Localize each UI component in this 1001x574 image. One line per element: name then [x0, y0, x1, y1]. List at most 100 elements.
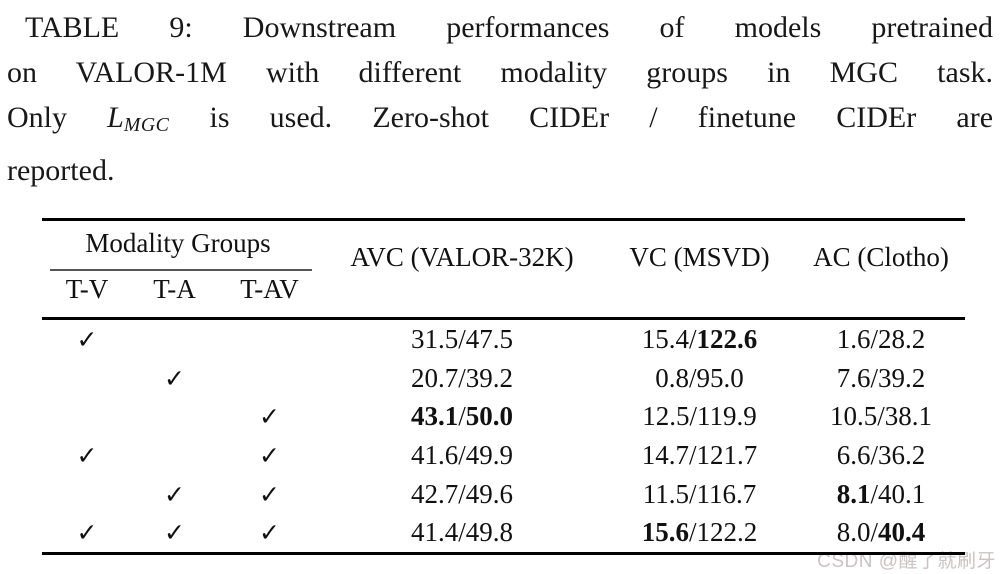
- zeroshot-cider-value: 20.7: [410, 362, 459, 393]
- math-base: L: [107, 101, 124, 134]
- checkmark-icon: ✓: [164, 363, 185, 393]
- finetune-cider-value: 50.0: [465, 401, 513, 432]
- finetune-cider-value: 49.8: [465, 517, 513, 548]
- modality-subheader-row: T-V T-A T-AV: [42, 274, 322, 305]
- finetune-cider-value: 116.7: [696, 478, 757, 509]
- zeroshot-cider-value: 11.5: [642, 478, 689, 509]
- math-loss-symbol: LMGC: [107, 101, 169, 136]
- value-separator: /: [688, 478, 697, 509]
- checkmark-icon: ✓: [164, 479, 185, 509]
- csdn-watermark: CSDN @醒了就刷牙: [817, 551, 996, 572]
- modality-groups-header: Modality Groups: [85, 228, 271, 258]
- finetune-cider-value: 122.6: [696, 323, 758, 354]
- value-separator: /: [688, 517, 697, 548]
- caption-line-3: Only LMGC is used. Zero-shot CIDEr / fin…: [7, 95, 993, 148]
- zeroshot-cider-value: 7.6: [836, 362, 871, 393]
- value-separator: /: [870, 323, 878, 354]
- metric-cell: 11.5/116.7: [602, 479, 797, 510]
- checkmark-icon: ✓: [76, 518, 98, 548]
- table-row: ✓ ✓ 42.7/49.6 11.5/116.7 8.1/40.1: [42, 475, 965, 514]
- finetune-cider-value: 119.9: [697, 401, 757, 432]
- metric-cell: 41.6/49.9: [322, 440, 602, 471]
- table-mid-rule: [42, 317, 965, 320]
- metric-cell: 15.4/122.6: [602, 324, 797, 355]
- caption-text: TABLE 9: Downstream performances of mode…: [25, 11, 993, 44]
- modality-check-cell: ✓: [42, 324, 132, 355]
- modality-check-cell: ✓: [217, 401, 322, 432]
- table-body: ✓ 31.5/47.5 15.4/122.6 1.6/28.2 ✓ 20.7/39.2 0.…: [42, 320, 965, 552]
- zeroshot-cider-value: 8.0: [836, 517, 871, 548]
- table-row: ✓ ✓ 41.6/49.9 14.7/121.7 6.6/36.2: [42, 436, 965, 475]
- finetune-cider-value: 47.5: [465, 323, 513, 354]
- zeroshot-cider-value: 42.7: [410, 478, 459, 509]
- table-header: Modality Groups T-V T-A T-AV AVC (VALOR-…: [42, 221, 965, 317]
- column-header-ta: T-A: [153, 274, 196, 304]
- value-separator: /: [688, 439, 697, 470]
- modality-check-cell: ✓: [42, 517, 132, 548]
- metric-cell: 8.0/40.4: [797, 517, 965, 548]
- table-caption: TABLE 9: Downstream performances of mode…: [7, 5, 993, 193]
- zeroshot-cider-value: 6.6: [836, 439, 871, 470]
- zeroshot-cider-value: 43.1: [410, 401, 459, 432]
- value-separator: /: [688, 362, 697, 393]
- modality-groups-underline: [50, 269, 312, 271]
- zeroshot-cider-value: 14.7: [641, 439, 689, 470]
- zeroshot-cider-value: 31.5: [410, 323, 459, 354]
- metric-header-row: AVC (VALOR-32K) VC (MSVD) AC (Clotho): [322, 242, 965, 273]
- zeroshot-cider-value: 1.6: [836, 323, 871, 354]
- checkmark-icon: ✓: [259, 518, 280, 548]
- metric-cell: 43.1/50.0: [322, 401, 602, 432]
- finetune-cider-value: 39.2: [465, 362, 513, 393]
- metric-cell: 20.7/39.2: [322, 363, 602, 394]
- finetune-cider-value: 28.2: [878, 323, 926, 354]
- table-row: ✓ 31.5/47.5 15.4/122.6 1.6/28.2: [42, 320, 965, 359]
- finetune-cider-value: 40.1: [878, 478, 926, 509]
- modality-check-cell: ✓: [42, 440, 132, 471]
- modality-check-cell: ✓: [132, 363, 217, 394]
- zeroshot-cider-value: 41.6: [410, 439, 459, 470]
- metric-cell: 0.8/95.0: [602, 363, 797, 394]
- column-header-tv: T-V: [65, 274, 109, 304]
- metric-cell: 15.6/122.2: [602, 517, 797, 548]
- zeroshot-cider-value: 0.8: [655, 362, 689, 393]
- value-separator: /: [458, 439, 466, 470]
- modality-check-cell: ✓: [217, 479, 322, 510]
- value-separator: /: [870, 517, 878, 548]
- finetune-cider-value: 122.2: [696, 517, 758, 548]
- metric-cell: 10.5/38.1: [797, 401, 965, 432]
- metric-cell: 41.4/49.8: [322, 517, 602, 548]
- value-separator: /: [688, 323, 697, 354]
- zeroshot-cider-value: 8.1: [836, 478, 871, 509]
- finetune-cider-value: 49.9: [465, 439, 513, 470]
- column-header-vc: VC (MSVD): [629, 242, 770, 272]
- results-table: Modality Groups T-V T-A T-AV AVC (VALOR-…: [42, 218, 965, 555]
- value-separator: /: [458, 323, 466, 354]
- zeroshot-cider-value: 41.4: [410, 517, 459, 548]
- value-separator: /: [458, 478, 466, 509]
- value-separator: /: [870, 439, 878, 470]
- caption-text: Only: [7, 101, 67, 134]
- caption-text: reported.: [7, 154, 115, 187]
- finetune-cider-value: 38.1: [884, 401, 932, 432]
- value-separator: /: [458, 517, 466, 548]
- value-separator: /: [870, 362, 878, 393]
- zeroshot-cider-value: 10.5: [829, 401, 878, 432]
- metric-cell: 31.5/47.5: [322, 324, 602, 355]
- value-separator: /: [458, 401, 466, 432]
- caption-line-2: on VALOR-1M with different modality grou…: [7, 50, 993, 95]
- finetune-cider-value: 39.2: [878, 362, 926, 393]
- checkmark-icon: ✓: [259, 402, 280, 432]
- metric-cell: 7.6/39.2: [797, 363, 965, 394]
- checkmark-icon: ✓: [259, 440, 280, 470]
- table-row: ✓ 43.1/50.0 12.5/119.9 10.5/38.1: [42, 397, 965, 436]
- table-row: ✓ ✓ ✓ 41.4/49.8 15.6/122.2 8.0/40.4: [42, 513, 965, 552]
- caption-text: on VALOR-1M with different modality grou…: [7, 56, 993, 89]
- caption-text: is used. Zero-shot CIDEr / finetune CIDE…: [209, 101, 994, 134]
- value-separator: /: [458, 362, 466, 393]
- metric-cell: 14.7/121.7: [602, 440, 797, 471]
- checkmark-icon: ✓: [76, 440, 98, 470]
- checkmark-icon: ✓: [259, 479, 280, 509]
- caption-line-4: reported.: [7, 148, 993, 193]
- metric-cell: 8.1/40.1: [797, 479, 965, 510]
- table-top-rule: [42, 218, 965, 221]
